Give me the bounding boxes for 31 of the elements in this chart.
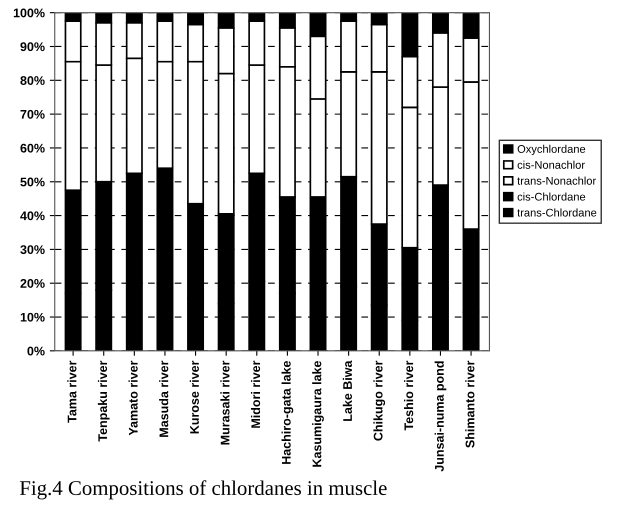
x-tick-label: Tama river bbox=[67, 360, 76, 423]
y-tick-label: 90% bbox=[20, 42, 45, 52]
x-tick-label: Yamato river bbox=[128, 360, 138, 436]
y-tick-label: 40% bbox=[20, 211, 45, 220]
caption: Fig.4 Compositions of chlordanes in muscle bbox=[20, 480, 387, 500]
x-tick-label: Kurose river bbox=[190, 360, 199, 434]
legend-label: trans-Chlordane bbox=[517, 208, 596, 217]
y-tick-label: 60% bbox=[20, 144, 45, 153]
x-tick-label: Hachiro-gata lake bbox=[282, 360, 294, 464]
x-tick-label: Murasaki river bbox=[220, 360, 230, 444]
x-tick-label: Shimanto river bbox=[465, 360, 474, 448]
y-tick-label: 30% bbox=[20, 245, 45, 254]
x-tick-label: Tenpaku river bbox=[98, 360, 110, 442]
y-tick-label: 80% bbox=[20, 76, 45, 85]
legend-label: trans-Nonachlor bbox=[517, 176, 596, 185]
y-tick-label: 50% bbox=[20, 178, 45, 186]
y-tick-label: 100% bbox=[14, 8, 45, 18]
x-tick-label: Junsai-numa pond bbox=[434, 361, 446, 472]
x-tick-label: Teshio river bbox=[404, 360, 414, 430]
x-tick-label: Chikugo river bbox=[373, 360, 386, 441]
x-tick-label: Midori river bbox=[250, 360, 260, 428]
x-tick-label: Masuda river bbox=[159, 360, 168, 437]
x-tick-label: Lake Biwa bbox=[342, 360, 352, 421]
y-tick-label: 20% bbox=[20, 279, 45, 288]
x-tick-label: Kasumigaura lake bbox=[312, 360, 324, 467]
legend-label: cis-Chlordane bbox=[518, 192, 586, 201]
y-tick-label: 0% bbox=[27, 346, 45, 356]
y-tick-label: 70% bbox=[20, 110, 45, 119]
legend-label: cis-Nonachlor bbox=[518, 160, 585, 169]
legend-label: Oxychlordane bbox=[518, 144, 586, 156]
y-tick-label: 10% bbox=[20, 312, 45, 322]
